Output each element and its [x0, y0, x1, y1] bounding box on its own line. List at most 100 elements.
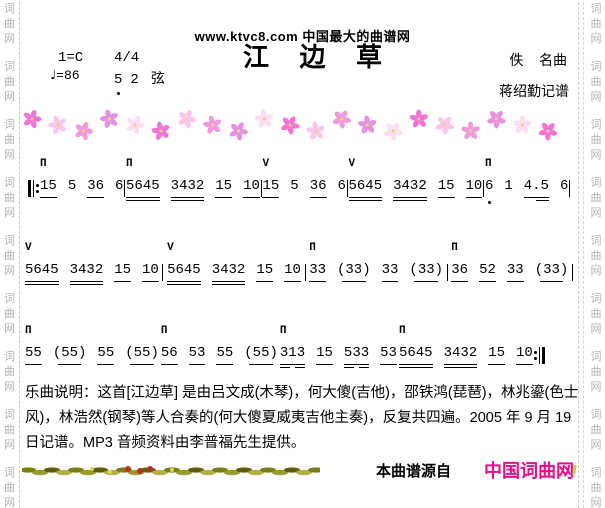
flower-icon [431, 111, 459, 139]
quarter-note-icon: ♩ [50, 68, 57, 83]
watermark-char: 网 [590, 207, 602, 219]
measure: V 5645 3432 15 10 [348, 158, 484, 201]
eighth-beam [243, 197, 260, 198]
down-bow-icon: П [309, 242, 316, 254]
eighth-beam [284, 281, 301, 282]
measure: П 313 15 533 53 [279, 325, 398, 368]
repeat-dots [36, 180, 39, 197]
flower-border-decoration [22, 105, 561, 145]
eighth-beam [443, 364, 478, 365]
note-group: 15 [487, 346, 506, 365]
down-bow-icon: П [160, 325, 168, 337]
note-group: 5645 [166, 263, 202, 285]
flower-icon [380, 118, 406, 144]
sixteenth-beam-segment [536, 200, 549, 201]
watermark-char: 词 [590, 235, 602, 247]
score-line: П 55 (55) 55 (55) П 56 53 55 (55) П 313 15 533 53 П 5645… [24, 321, 545, 368]
note-group: 55 [24, 346, 43, 365]
flower-icon [302, 117, 330, 145]
note-group: 3432 [170, 179, 206, 201]
flower-icon [535, 118, 561, 144]
note-group: (55) [124, 346, 160, 365]
grass-tuft [104, 469, 120, 476]
note-group: 313 [279, 346, 306, 368]
down-bow-icon: П [398, 325, 406, 337]
repeat-end-sign [533, 347, 545, 364]
source-label: 本曲谱源自 [376, 463, 452, 480]
note-group: (55) [52, 346, 88, 365]
sixteenth-beam-segment [294, 367, 306, 368]
sixteenth-beam [126, 200, 160, 201]
note-group: 33 [308, 263, 327, 282]
barline [446, 264, 448, 281]
eighth-beam [437, 197, 455, 198]
sixteenth-beam [211, 284, 246, 285]
barline [260, 180, 262, 197]
flower-icon [460, 121, 481, 141]
eighth-beam [142, 281, 159, 282]
eighth-beam [114, 281, 132, 282]
note-group: 53 [188, 346, 207, 365]
watermark-char: 词 [4, 409, 15, 421]
watermark-char: 词 [4, 293, 15, 305]
yellow-flower-dot [90, 467, 94, 471]
eighth-beam [451, 281, 469, 282]
watermark-char: 曲 [4, 308, 15, 320]
eighth-beam [215, 197, 233, 198]
sixteenth-beam [69, 284, 104, 285]
note-group: 36 [450, 263, 469, 282]
watermark-char: 曲 [4, 76, 15, 88]
grass-tuft [188, 467, 204, 473]
eighth-beam [488, 364, 505, 365]
grass-tuft [308, 467, 320, 473]
watermark-char: 词 [4, 351, 15, 363]
sixteenth-beam [398, 367, 433, 368]
watermark-char: 词 [590, 351, 602, 363]
grass-tuft [176, 469, 192, 476]
eighth-beam [69, 281, 104, 282]
eighth-beam [97, 364, 115, 365]
eighth-beam [57, 364, 82, 365]
grass-tuft [200, 469, 216, 476]
grass-tuft [32, 469, 48, 476]
watermark-char: 网 [4, 33, 15, 45]
flower-icon [251, 105, 278, 133]
grass-tuft [260, 467, 276, 473]
watermark-char: 网 [4, 323, 15, 335]
note-group: 10 [283, 263, 302, 282]
sixteenth-beam-segment [279, 367, 291, 368]
score-line: П 15 5 36 6 П 5645 3432 15 10 V 15 5 36 6 V 5645 3432 15 10… [28, 154, 570, 204]
key-signature: 1=C [58, 50, 84, 66]
watermark-char: 网 [4, 149, 15, 161]
note-group: 5645 [398, 346, 434, 368]
eighth-beam [40, 197, 57, 198]
red-flower-dot [137, 468, 143, 474]
flower-icon [225, 118, 252, 144]
watermark-char: 网 [4, 497, 15, 508]
source-site-name: 中国词曲网 [484, 461, 574, 481]
eighth-beam [465, 197, 483, 198]
transcriber-credit: 蒋绍勤记谱 [499, 83, 569, 99]
note-group: 3432 [211, 263, 247, 285]
measure: П 5645 3432 15 10 [125, 158, 261, 201]
watermark-char: 网 [590, 265, 602, 277]
eighth-beam [216, 364, 234, 365]
up-bow-icon: V [167, 242, 174, 254]
flower-icon [482, 105, 511, 133]
yellow-flower-dot [108, 470, 112, 474]
sixteenth-beam-segment [343, 367, 355, 368]
measure: V 15 5 36 6 [261, 158, 346, 198]
eighth-beam [414, 281, 439, 282]
watermark-char: 网 [590, 149, 602, 161]
sixteenth-beam [348, 200, 383, 201]
eighth-beam [170, 197, 205, 198]
grass-tuft [56, 469, 72, 476]
left-watermark-text: 词曲网词曲网词曲网词曲网词曲网词曲网词曲网词曲网词曲网 [4, 2, 15, 508]
down-bow-icon: П [484, 158, 492, 170]
eighth-beam [309, 281, 326, 282]
measure: V 5645 3432 15 10 [24, 242, 160, 285]
measure: П 6 1 4.5 6 [484, 158, 569, 204]
measure-row: V 5645 3432 15 10 V 5645 3432 15 10 П 33 (33) 33 (33) П… [24, 242, 573, 285]
grass-tuft [152, 469, 168, 476]
measure: П 33 (33) 33 (33) [308, 242, 444, 282]
